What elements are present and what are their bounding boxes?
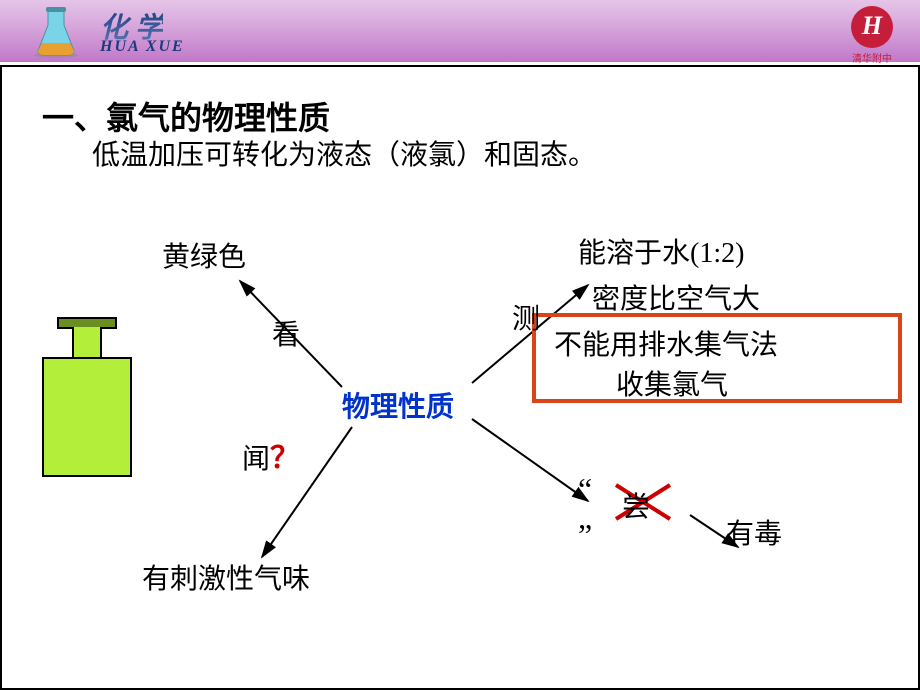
section-subtitle: 低温加压可转化为液态（液氯）和固态。: [92, 133, 596, 173]
node-wen: 闻？: [242, 433, 300, 477]
box-line1: 不能用排水集气法: [554, 323, 778, 363]
node-wen-text: 闻: [242, 444, 270, 475]
bottle-icon: [32, 297, 142, 477]
flask-icon: [28, 3, 84, 59]
logo-text: 清华附中: [842, 50, 902, 65]
quote-open: “: [578, 471, 592, 508]
node-yellowgreen: 黄绿色: [162, 235, 246, 275]
node-density: 密度比空气大: [592, 277, 760, 317]
logo-right: H 清华附中: [842, 6, 902, 61]
node-toxic: 有毒: [726, 512, 782, 552]
logo-icon: H: [851, 6, 893, 48]
box-line2: 收集氯气: [616, 363, 728, 403]
slide-header: 化 学 HUA XUE H 清华附中: [0, 0, 920, 65]
node-soluble: 能溶于水(1:2): [578, 231, 744, 271]
slide-content: 一、氯气的物理性质 低温加压可转化为液态（液氯）和固态。 黄绿色 看 闻？ 有刺…: [0, 65, 920, 690]
node-kan: 看: [272, 313, 300, 353]
node-chang: 尝: [622, 485, 650, 525]
node-ce: 测: [512, 297, 540, 337]
node-smell: 有刺激性气味: [142, 557, 310, 597]
node-center: 物理性质: [342, 385, 454, 425]
node-wen-qmark: ？: [270, 442, 300, 475]
header-title-en: HUA XUE: [100, 38, 185, 56]
quote-close: ”: [578, 517, 592, 554]
